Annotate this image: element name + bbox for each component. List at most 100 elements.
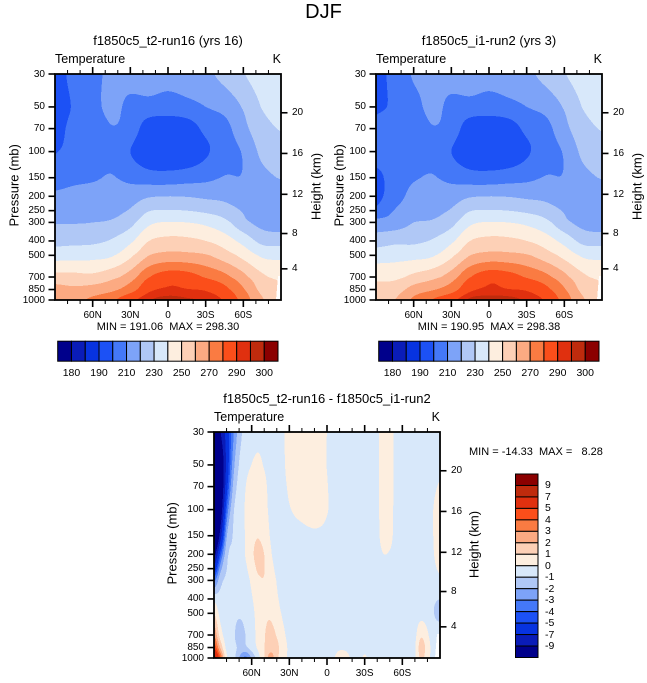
height-tick-label: 8 [613, 228, 619, 240]
min-max-stats: MIN = -14.33 MAX = 8.28 [469, 446, 603, 458]
colorbar-box [529, 340, 545, 362]
colorbar-box [515, 473, 539, 486]
plot-frame [54, 73, 282, 301]
colorbar-tick-label: 230 [145, 367, 163, 379]
colorbar-box [167, 340, 183, 362]
pressure-tick-label: 70 [192, 481, 204, 493]
colorbar-tick-label: 190 [90, 367, 108, 379]
colorbar-box [515, 576, 539, 590]
colorbar-box [447, 340, 462, 362]
colorbar-tick-label: 4 [545, 513, 551, 526]
field-variable-label: Temperature [376, 51, 447, 66]
height-tick-label: 4 [451, 621, 457, 633]
height-tick-label: 20 [613, 107, 625, 119]
colorbar-tick-label: 180 [383, 367, 402, 379]
colorbar-box [84, 340, 100, 362]
panel-title: f1850c5_t2-run16 - f1850c5_i1-run2 [223, 391, 431, 406]
height-tick-label: 8 [292, 228, 298, 240]
pressure-tick-label: 50 [192, 459, 204, 471]
panel-title: f1850c5_t2-run16 (yrs 16) [93, 33, 243, 48]
pressure-tick-label: 200 [28, 190, 45, 202]
x-axis-tick-label: 0 [324, 668, 330, 679]
plot-frame [375, 73, 603, 301]
colorbar-box [139, 340, 155, 362]
pressure-tick-label: 700 [187, 629, 204, 641]
height-tick-label: 20 [451, 465, 463, 477]
pressure-tick-label: 250 [349, 205, 366, 217]
pressure-tick-label: 30 [33, 68, 45, 80]
colorbar-tick-label: 180 [62, 367, 81, 379]
pressure-tick-label: 400 [187, 593, 204, 605]
colorbar-box [515, 519, 539, 532]
colorbar-tick-label: 2 [545, 536, 551, 549]
pressure-tick-label: 50 [33, 101, 45, 113]
x-axis-tick-label: 0 [486, 310, 492, 321]
colorbar-box [515, 542, 539, 555]
colorbar-box [112, 340, 128, 362]
colorbar-box [570, 340, 586, 362]
colorbar-tick-label: 9 [545, 479, 551, 492]
colorbar-box [543, 340, 559, 362]
pressure-tick-label: 850 [349, 284, 366, 296]
height-tick-label: 4 [613, 263, 619, 275]
pressure-tick-label: 250 [187, 563, 204, 575]
colorbar-tick-label: 0 [545, 559, 551, 572]
colorbar-tick-label: 300 [576, 367, 594, 379]
colorbar-tick-label: 7 [545, 490, 551, 503]
colorbar-box [153, 340, 169, 362]
x-axis-tick-label: 30S [517, 310, 536, 321]
min-max-stats: MIN = 190.95 MAX = 298.38 [417, 320, 561, 333]
colorbar-box [515, 496, 539, 509]
colorbar-box [419, 340, 435, 362]
colorbar-box [515, 611, 539, 624]
pressure-tick-label: 100 [187, 504, 204, 516]
pressure-tick-label: 700 [28, 271, 45, 283]
contour-field-case2 [376, 74, 602, 300]
colorbar-box [502, 340, 517, 362]
field-variable-label: Temperature [214, 409, 285, 424]
colorbar-box [515, 565, 539, 578]
colorbar-tick-label: 210 [438, 367, 457, 379]
colorbar-box [405, 340, 421, 362]
colorbar-box [515, 553, 539, 567]
pressure-tick-label: 100 [349, 146, 366, 158]
pressure-tick-label: 500 [187, 607, 204, 619]
colorbar-box [249, 340, 265, 362]
x-axis-tick-label: 60N [242, 668, 261, 679]
height-tick-label: 20 [292, 107, 304, 119]
colorbar-box [515, 507, 539, 521]
colorbar-box [515, 622, 539, 636]
pressure-tick-label: 850 [187, 642, 204, 654]
pressure-tick-label: 1000 [181, 652, 204, 664]
colorbar-box [98, 340, 114, 362]
pressure-tick-label: 200 [349, 190, 366, 202]
colorbar-box [378, 340, 393, 362]
pressure-tick-label: 300 [349, 216, 366, 228]
colorbar-tick-label: -5 [545, 617, 555, 630]
colorbar-tick-label: 250 [172, 367, 191, 379]
colorbar-tick-label: 270 [521, 367, 539, 379]
colorbar-box [515, 588, 539, 601]
colorbar-tick-label: 5 [545, 502, 551, 515]
colorbar-box [515, 340, 531, 362]
colorbar-box [515, 634, 539, 647]
pressure-tick-label: 1000 [343, 294, 366, 306]
pressure-tick-label: 500 [28, 249, 45, 261]
colorbar-box [584, 340, 600, 362]
pressure-tick-label: 200 [187, 548, 204, 560]
colorbar-tick-label: 1 [545, 548, 551, 561]
colorbar-box [515, 645, 539, 658]
pressure-tick-label: 1000 [22, 294, 45, 306]
min-max-stats: MIN = 191.06 MAX = 298.30 [96, 320, 240, 333]
pressure-tick-label: 700 [349, 271, 366, 283]
colorbar-tick-label: -1 [545, 571, 555, 584]
units-label: K [272, 51, 281, 66]
colorbar-box [57, 340, 72, 362]
colorbar-box [460, 340, 476, 362]
colorbar-box [263, 340, 279, 362]
colorbar-tick-label: 290 [548, 367, 567, 379]
pressure-tick-label: 30 [192, 426, 204, 438]
x-axis-tick-label: 60S [555, 310, 574, 321]
height-tick-label: 12 [613, 188, 625, 200]
